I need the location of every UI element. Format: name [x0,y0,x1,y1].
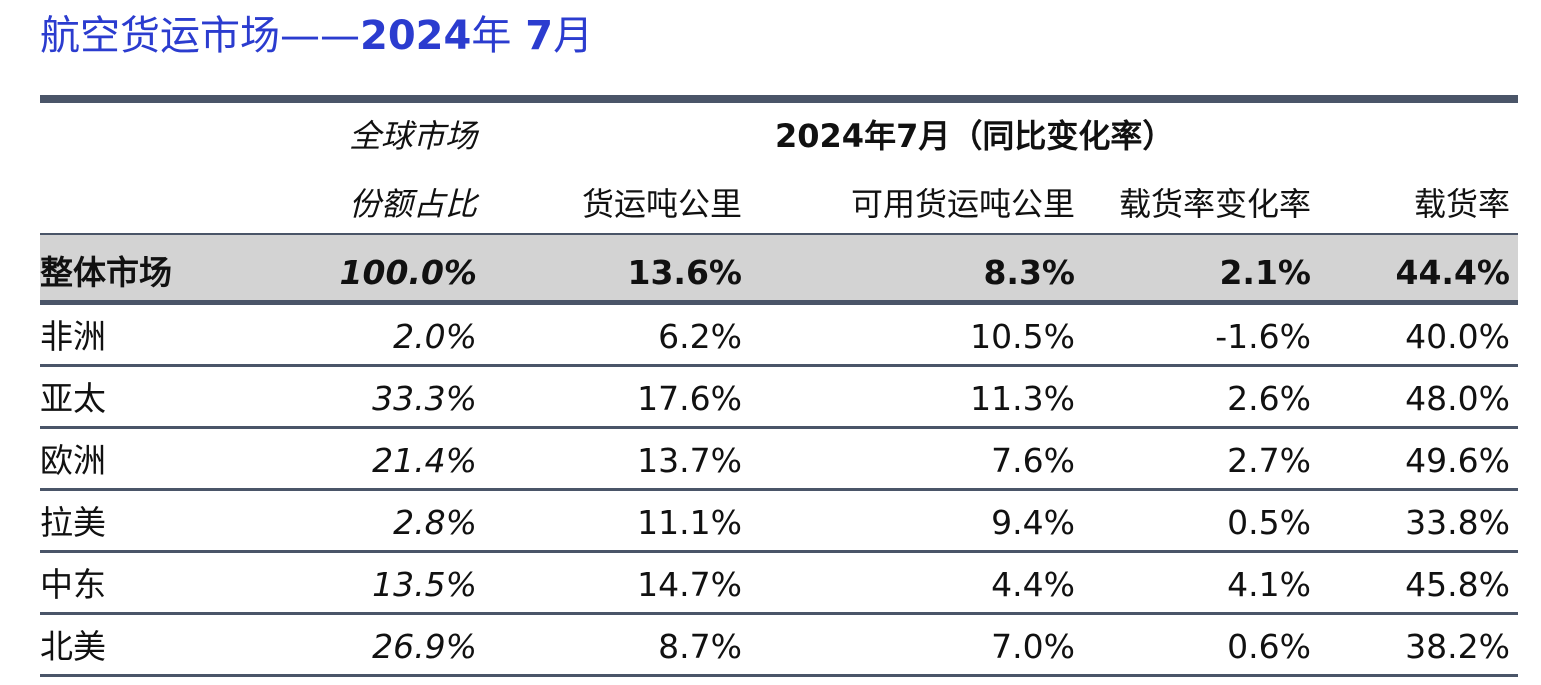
share-cell: 100.0% [339,253,477,292]
share-cell: 26.9% [372,627,477,666]
lf-change-cell: 2.6% [1227,379,1311,418]
ctk-cell: 13.6% [627,253,743,292]
ctk-cell: 14.7% [637,565,742,604]
row-divider [40,488,1518,491]
total-row-background [40,235,1518,303]
table-row: 欧洲 21.4% 13.7% 7.6% 2.7% 49.6% [40,433,1518,489]
actk-cell: 10.5% [970,317,1075,356]
table-row: 北美 26.9% 8.7% 7.0% 0.6% 38.2% [40,619,1518,675]
table-row: 拉美 2.8% 11.1% 9.4% 0.5% 33.8% [40,495,1518,551]
table-bottom-rule [40,674,1518,677]
ctk-cell: 17.6% [637,379,742,418]
total-row-rule [40,300,1518,305]
lf-cell: 44.4% [1395,253,1511,292]
actk-cell: 7.0% [991,627,1075,666]
page-title: 航空货运市场——2024年 7月 [40,8,593,64]
table-row: 非洲 2.0% 6.2% 10.5% -1.6% 40.0% [40,309,1518,365]
header-col-ctk: 货运吨公里 [581,185,742,223]
lf-change-cell: 2.7% [1227,441,1311,480]
ctk-cell: 13.7% [637,441,742,480]
row-divider [40,550,1518,553]
table-top-rule [40,95,1518,103]
title-month-unit: 月 [553,13,594,59]
lf-cell: 40.0% [1405,317,1510,356]
lf-cell: 38.2% [1405,627,1510,666]
region-cell: 整体市场 [40,253,172,292]
region-cell: 亚太 [40,379,106,418]
header-col-lf-change: 载货率变化率 [1118,185,1311,223]
share-cell: 33.3% [372,379,477,418]
region-cell: 拉美 [40,503,106,542]
table-row: 中东 13.5% 14.7% 4.4% 4.1% 45.8% [40,557,1518,613]
share-cell: 2.0% [393,317,477,356]
actk-cell: 11.3% [970,379,1075,418]
ctk-cell: 8.7% [658,627,742,666]
region-cell: 非洲 [40,317,106,356]
actk-cell: 9.4% [991,503,1075,542]
lf-cell: 33.8% [1405,503,1510,542]
title-year-unit: 年 [471,13,512,59]
share-cell: 13.5% [372,565,477,604]
lf-change-cell: 2.1% [1219,253,1311,292]
lf-cell: 49.6% [1405,441,1510,480]
header-col-lf: 载货率 [1413,185,1510,223]
ctk-cell: 11.1% [637,503,742,542]
actk-cell: 8.3% [983,253,1075,292]
table-row: 亚太 33.3% 17.6% 11.3% 2.6% 48.0% [40,371,1518,427]
region-cell: 北美 [40,627,106,666]
share-cell: 21.4% [372,441,477,480]
title-month: 7 [511,13,554,59]
share-cell: 2.8% [393,503,477,542]
lf-cell: 45.8% [1405,565,1510,604]
ctk-cell: 6.2% [658,317,742,356]
actk-cell: 4.4% [991,565,1075,604]
table-row-total: 整体市场 100.0% 13.6% 8.3% 2.1% 44.4% [40,245,1518,301]
header-share-line2: 份额占比 [348,185,477,223]
lf-cell: 48.0% [1405,379,1510,418]
actk-cell: 7.6% [991,441,1075,480]
row-divider [40,612,1518,615]
lf-change-cell: 0.6% [1227,627,1311,666]
region-cell: 欧洲 [40,441,106,480]
region-cell: 中东 [40,565,106,604]
header-share-line1: 全球市场 [348,117,477,155]
lf-change-cell: 0.5% [1227,503,1311,542]
header-col-actk: 可用货运吨公里 [850,185,1075,223]
lf-change-cell: -1.6% [1215,317,1311,356]
row-divider [40,426,1518,429]
row-divider [40,364,1518,367]
title-year: 2024 [360,13,472,59]
header-period-label: 2024年7月（同比变化率） [775,117,1175,155]
lf-change-cell: 4.1% [1227,565,1311,604]
title-prefix: 航空货运市场—— [40,13,360,59]
